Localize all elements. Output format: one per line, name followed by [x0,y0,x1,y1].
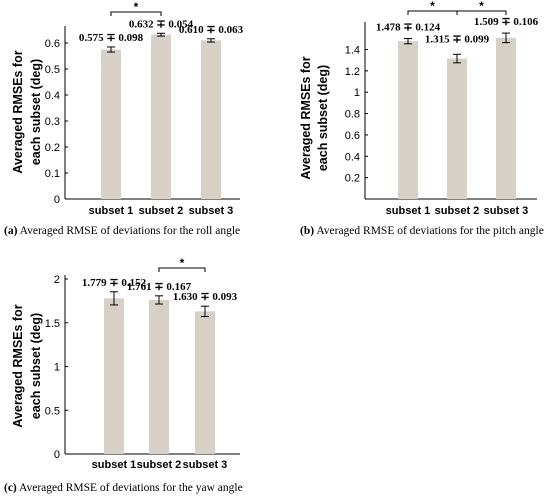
bar [447,58,467,200]
caption-tag: (a) [4,225,18,237]
significance-star: * [180,256,185,270]
x-tick-label: subset 3 [189,205,234,217]
bar [104,298,124,454]
x-tick-label: subset 1 [386,205,431,217]
y-tick-label: 0.1 [45,168,60,180]
y-tick-label: 0.2 [345,173,360,185]
x-tick-label: subset 2 [435,205,480,217]
x-tick-label: subset 3 [183,459,228,471]
y-tick-label: 0.4 [345,151,360,163]
x-tick-label: subset 1 [92,459,137,471]
bar [149,299,169,454]
y-tick-label: 2 [54,274,60,286]
caption-c: (c) Averaged RMSE of deviations for the … [4,481,294,495]
data-label: 0.575 ∓ 0.098 [79,32,144,44]
caption-tag: (b) [300,225,315,237]
significance-bracket [456,10,507,15]
caption-text: Averaged RMSE of deviations for the yaw … [19,482,243,494]
data-label: 1.509 ∓ 0.106 [474,16,539,28]
data-label: 0.632 ∓ 0.054 [129,18,194,30]
x-tick-label: subset 3 [484,205,529,217]
y-tick-label: 1.2 [345,66,360,78]
significance-bracket [110,11,162,16]
caption-b: (b) Averaged RMSE of deviations for the … [300,224,545,238]
y-tick-label: 1.4 [345,44,360,56]
y-tick-label: 1 [354,87,360,99]
data-label: 1.761 ∓ 0.167 [127,281,192,293]
y-tick-label: 0.6 [345,130,360,142]
y-tick-label: 0 [54,194,60,206]
y-tick-label: 0.6 [45,38,60,50]
y-axis-label: Averaged RMSEs for [11,304,25,427]
caption-tag: (c) [4,482,17,494]
caption-text: Averaged RMSE of deviations for the roll… [19,225,241,237]
y-tick-label: 0.3 [45,116,60,128]
data-label: 0.610 ∓ 0.063 [179,24,244,36]
y-axis-label-line2: each subset (deg) [29,59,43,165]
y-tick-label: 0.4 [45,90,60,102]
bar [201,40,221,200]
bar [101,49,121,199]
y-tick-label: 1.5 [45,318,60,330]
bar [398,41,418,199]
bar [151,34,171,200]
x-tick-label: subset 2 [137,459,182,471]
bar [195,311,215,454]
bar [496,37,516,200]
y-tick-label: 0.5 [45,405,60,417]
yaw-rmse-chart: Averaged RMSEs for each subset (deg) 0 0.… [11,256,240,471]
x-tick-label: subset 2 [139,205,184,217]
data-label: 1.630 ∓ 0.093 [173,291,238,303]
data-label: 1.315 ∓ 0.099 [425,33,490,45]
y-tick-label: 0.8 [345,109,360,121]
data-label: 1.779 ∓ 0.152 [82,277,147,289]
y-tick-label: 0.5 [45,64,60,76]
y-axis-label: Averaged RMSEs for [299,56,313,179]
significance-star: * [479,0,484,13]
y-tick-label: 1 [54,362,60,374]
y-axis-label-line2: each subset (deg) [316,65,330,171]
y-tick-label: 0.2 [45,142,60,154]
caption-text: Averaged RMSE of deviations for the pitc… [316,225,544,237]
significance-bracket [158,267,206,272]
pitch-rmse-chart: Averaged RMSEs for each subset (deg) 0.2… [299,0,539,217]
caption-a: (a) Averaged RMSE of deviations for the … [4,224,274,238]
x-tick-label: subset 1 [89,205,134,217]
y-tick-label: 0 [54,449,60,461]
significance-star: * [430,0,435,13]
data-label: 1.478 ∓ 0.124 [376,22,441,34]
roll-rmse-chart: Averaged RMSEs for each subset (deg) 0 0.… [11,0,244,217]
y-axis-label: Averaged RMSEs for [11,50,25,173]
y-axis-label-line2: each subset (deg) [29,313,43,419]
significance-star: * [134,0,139,14]
